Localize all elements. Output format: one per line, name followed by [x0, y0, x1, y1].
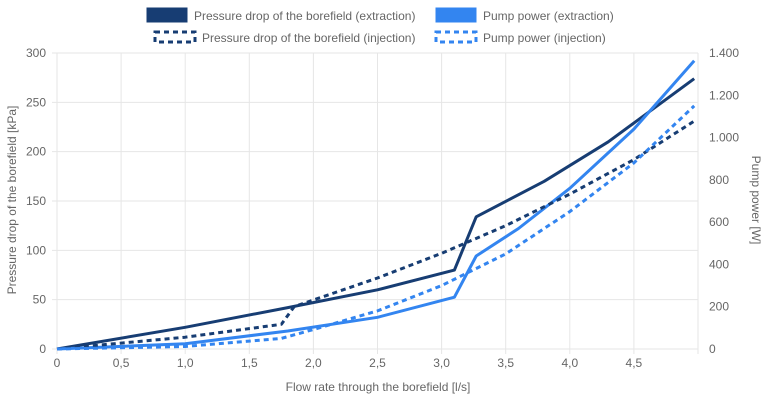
x-tick-label: 2,0 [305, 356, 322, 370]
left-tick-label: 50 [33, 293, 47, 307]
left-axis-title: Pressure drop of the borefield [kPa] [5, 106, 19, 295]
series-line-4 [56, 104, 696, 351]
right-tick-label: 400 [709, 257, 729, 271]
x-tick-label: 0 [54, 356, 61, 370]
left-tick-label: 200 [26, 145, 46, 159]
legend-swatch [434, 30, 478, 44]
right-tick-label: 0 [709, 342, 716, 356]
x-tick-label: 0,5 [113, 356, 130, 370]
right-axis-ticks: 0 200 400 600 800 1.000 1.200 1.400 [709, 46, 739, 356]
left-tick-label: 300 [26, 46, 46, 60]
x-tick-label: 3,5 [497, 356, 514, 370]
legend-label[interactable]: Pressure drop of the borefield (injectio… [202, 31, 415, 45]
grid [52, 52, 699, 354]
x-tick-label: 4,5 [626, 356, 643, 370]
right-tick-label: 1.400 [709, 46, 739, 60]
legend: Pressure drop of the borefield (extracti… [146, 7, 614, 45]
left-tick-label: 0 [39, 342, 46, 356]
x-tick-label: 1,0 [177, 356, 194, 370]
x-tick-label: 1,5 [241, 356, 258, 370]
right-tick-label: 200 [709, 300, 729, 314]
left-tick-label: 150 [26, 194, 46, 208]
right-tick-label: 600 [709, 215, 729, 229]
legend-swatch [153, 30, 197, 44]
series-line-3 [56, 119, 696, 351]
right-axis-title: Pump power [W] [749, 156, 763, 245]
left-tick-label: 250 [26, 95, 46, 109]
legend-label[interactable]: Pump power (extraction) [483, 9, 614, 23]
x-axis-ticks: 0 0,5 1,0 1,5 2,0 2,5 3,0 3,5 4,0 4,5 [54, 356, 643, 370]
legend-swatch [146, 7, 188, 23]
series-lines [56, 59, 696, 351]
series-line-2 [56, 59, 696, 351]
left-axis-ticks: 0 50 100 150 200 250 300 [26, 46, 46, 356]
x-tick-label: 2,5 [369, 356, 386, 370]
legend-label[interactable]: Pump power (injection) [483, 31, 606, 45]
x-axis-title: Flow rate through the borefield [l/s] [286, 380, 471, 394]
legend-swatch [435, 7, 477, 23]
left-tick-label: 100 [26, 243, 46, 257]
legend-label[interactable]: Pressure drop of the borefield (extracti… [194, 9, 415, 23]
right-tick-label: 1.200 [709, 88, 739, 102]
series-line-1 [56, 77, 696, 351]
right-tick-label: 1.000 [709, 131, 739, 145]
right-tick-label: 800 [709, 173, 729, 187]
x-tick-label: 4,0 [561, 356, 578, 370]
x-tick-label: 3,0 [433, 356, 450, 370]
